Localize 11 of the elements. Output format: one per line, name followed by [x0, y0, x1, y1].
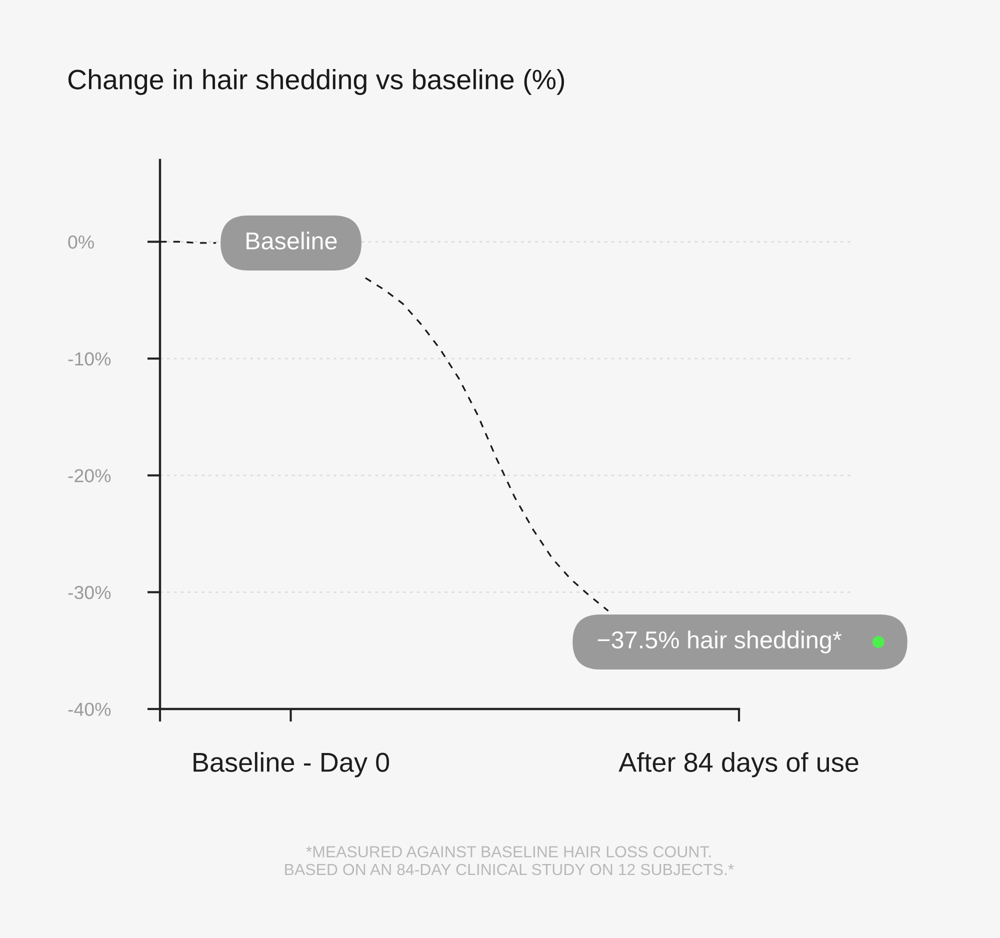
chart-title: Change in hair shedding vs baseline (%)	[68, 69, 564, 95]
annotation: Baseline	[246, 232, 337, 250]
y-tick-label: -10%	[68, 352, 111, 366]
y-tick-label: -20%	[68, 469, 111, 482]
y-tick-label: -40%	[68, 702, 111, 716]
x-tick-label: Baseline - Day 0	[194, 752, 390, 778]
annotation: −37.5% hair shedding*	[598, 630, 842, 654]
y-tick-label: 0%	[68, 235, 94, 249]
text: *MEASURED AGAINST BASELINE HAIR LOSS COUNT. BASED ON AN 84-DAY CLINICAL STUDY ON 12 SUBJECTS.*	[285, 846, 734, 876]
x-tick-label: After 84 days of use	[618, 752, 858, 778]
y-tick-label: -30%	[68, 586, 111, 600]
